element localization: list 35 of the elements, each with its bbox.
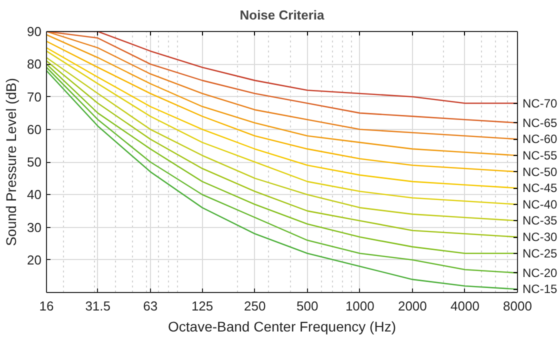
y-tick-label: 80 <box>27 56 42 72</box>
series-label: NC-50 <box>522 164 558 179</box>
y-axis-title: Sound Pressure Level (dB) <box>3 78 20 246</box>
series-label: NC-15 <box>522 282 558 296</box>
x-tick-label: 1000 <box>345 298 374 314</box>
series-label: NC-25 <box>522 246 558 260</box>
series-label: NC-35 <box>522 214 558 228</box>
y-tick-label: 70 <box>27 89 42 104</box>
x-tick-label: 63 <box>143 298 158 314</box>
series-label: NC-45 <box>522 181 558 196</box>
series-label: NC-55 <box>522 148 558 162</box>
line-series <box>46 34 518 156</box>
series-label: NC-20 <box>522 266 558 280</box>
chart-title: Noise Criteria <box>240 8 326 22</box>
x-tick-label: 2000 <box>398 298 427 314</box>
x-tick-label: 16 <box>39 298 54 314</box>
series-label: NC-30 <box>522 230 558 244</box>
series-label: NC-70 <box>522 96 558 110</box>
x-tick-label: 250 <box>244 298 266 314</box>
x-axis-title: Octave-Band Center Frequency (Hz) <box>168 318 396 334</box>
series-label: NC-65 <box>522 116 558 130</box>
y-tick-label: 30 <box>27 220 42 235</box>
y-tick-label: 40 <box>27 187 42 202</box>
y-tick-label: 50 <box>27 154 42 170</box>
x-tick-label: 125 <box>191 298 214 314</box>
y-tick-label: 60 <box>27 122 42 137</box>
y-tick-label: 90 <box>27 24 42 39</box>
line-series <box>46 40 518 172</box>
x-tick-label: 31.5 <box>85 298 110 314</box>
x-tick-label: 500 <box>296 298 318 314</box>
y-tick-label: 20 <box>27 252 42 268</box>
x-tick-label: 8000 <box>503 298 532 314</box>
x-tick-label: 4000 <box>450 298 480 314</box>
series-label: NC-40 <box>522 197 558 212</box>
series-label: NC-60 <box>522 132 558 146</box>
